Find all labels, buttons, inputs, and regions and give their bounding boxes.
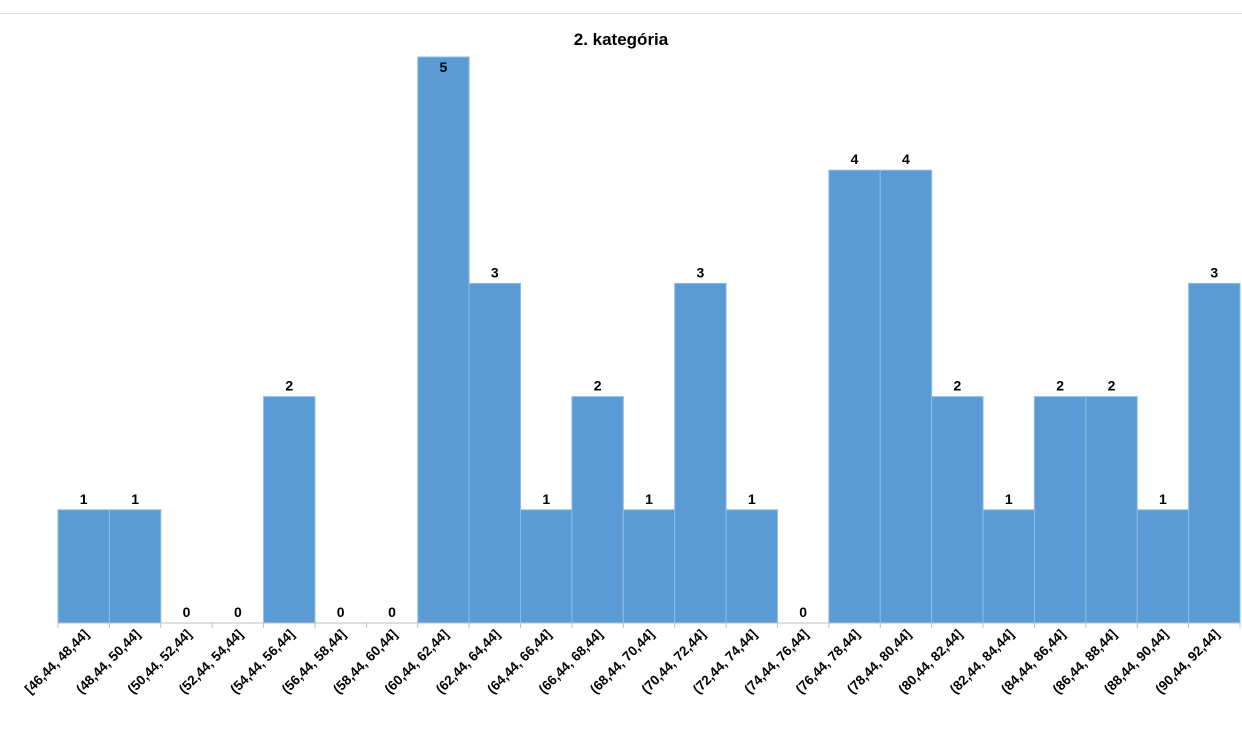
bar-value-label: 3 — [696, 264, 704, 280]
bar-value-label: 2 — [1056, 378, 1064, 394]
bar-value-label: 1 — [542, 491, 550, 507]
bar-value-label: 3 — [1210, 264, 1218, 280]
chart-title: 2. kategória — [573, 30, 669, 49]
bar-value-label: 1 — [748, 491, 756, 507]
histogram-bar — [982, 509, 1035, 624]
histogram-bar — [1033, 396, 1087, 624]
histogram-bar — [828, 169, 881, 624]
bar-value-label: 4 — [902, 151, 910, 167]
histogram-bar — [57, 509, 110, 624]
bar-value-label: 5 — [440, 59, 448, 75]
bar-value-label: 0 — [388, 604, 396, 620]
bar-value-label: 1 — [1005, 491, 1013, 507]
bar-value-label: 0 — [799, 604, 807, 620]
bar-value-label: 1 — [645, 491, 653, 507]
bar-value-label: 2 — [594, 378, 602, 394]
histogram-bar — [879, 169, 933, 624]
histogram-bar — [520, 509, 573, 624]
histogram-bar — [725, 509, 778, 624]
histogram-bar — [622, 509, 676, 624]
histogram-bar — [417, 56, 470, 624]
histogram-bar — [108, 509, 162, 624]
bar-value-label: 0 — [234, 604, 242, 620]
bar-value-label: 1 — [131, 491, 139, 507]
top-divider — [0, 13, 1242, 14]
histogram-bar — [571, 396, 624, 624]
histogram-bar — [263, 396, 316, 624]
bar-value-label: 2 — [953, 378, 961, 394]
bar-value-label: 1 — [1159, 491, 1167, 507]
histogram-bar — [931, 396, 984, 624]
bar-value-label: 4 — [851, 151, 859, 167]
bar-value-label: 0 — [337, 604, 345, 620]
bar-value-label: 0 — [183, 604, 191, 620]
bar-value-label: 2 — [1108, 378, 1116, 394]
bar-value-label: 3 — [491, 264, 499, 280]
histogram-bar — [674, 282, 727, 624]
histogram-bar — [1188, 282, 1241, 624]
bar-value-label: 2 — [285, 378, 293, 394]
histogram-bar — [468, 282, 522, 624]
histogram-bar — [1136, 509, 1190, 624]
histogram-bar — [1085, 396, 1138, 624]
bar-value-label: 1 — [80, 491, 88, 507]
